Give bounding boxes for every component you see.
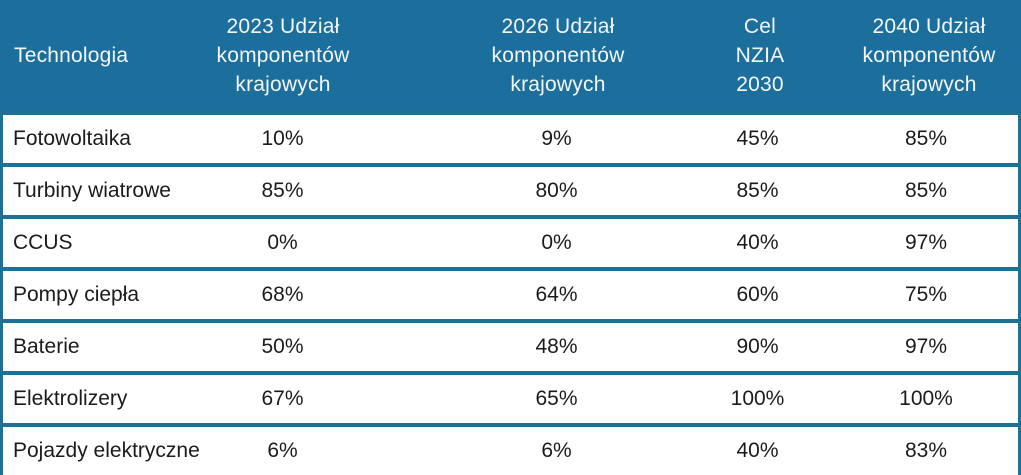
- table-row-fotowoltaika: Fotowoltaika 10% 9% 45% 85%: [3, 111, 1018, 163]
- value-2040: 100%: [899, 387, 953, 410]
- value-nzia-2030: 40%: [736, 439, 779, 462]
- technology-label: Baterie: [13, 335, 80, 358]
- value-2040: 75%: [904, 283, 948, 306]
- value-2026: 0%: [541, 231, 572, 254]
- value-nzia-2030: 100%: [730, 387, 785, 410]
- table-row-pompy-ciepla: Pompy ciepła 68% 64% 60% 75%: [3, 267, 1018, 319]
- value-2026: 48%: [535, 335, 578, 358]
- table-body: Fotowoltaika 10% 9% 45% 85% Turbiny wiat…: [0, 111, 1021, 475]
- header-cell-2023-share: 2023 Udział komponentów krajowych: [216, 15, 350, 96]
- value-nzia-2030: 45%: [736, 127, 779, 150]
- value-2023: 10%: [261, 127, 304, 150]
- table-row-elektrolizery: Elektrolizery 67% 65% 100% 100%: [3, 371, 1018, 423]
- value-2023: 68%: [261, 283, 304, 306]
- value-2023: 50%: [261, 335, 304, 358]
- technology-label: Pompy ciepła: [13, 283, 140, 306]
- value-nzia-2030: 60%: [736, 283, 779, 306]
- table-row-turbiny-wiatrowe: Turbiny wiatrowe 85% 80% 85% 85%: [3, 163, 1018, 215]
- technology-label: Pojazdy elektryczne: [13, 439, 200, 462]
- value-2026: 6%: [541, 439, 572, 462]
- value-nzia-2030: 90%: [736, 335, 779, 358]
- value-2026: 64%: [535, 283, 578, 306]
- value-nzia-2030: 40%: [736, 231, 779, 254]
- value-nzia-2030: 85%: [736, 179, 779, 202]
- table-row-baterie: Baterie 50% 48% 90% 97%: [3, 319, 1018, 371]
- value-2026: 80%: [535, 179, 578, 202]
- header-cell-2040-share: 2040 Udział komponentów krajowych: [862, 15, 996, 96]
- technology-label: Elektrolizery: [13, 387, 128, 410]
- value-2023: 67%: [261, 387, 304, 410]
- table-header-row: Technologia 2023 Udział komponentów kraj…: [0, 0, 1021, 111]
- value-2040: 97%: [904, 335, 948, 358]
- table-row-pojazdy-elektryczne: Pojazdy elektryczne 6% 6% 40% 83%: [3, 423, 1018, 475]
- value-2040: 97%: [904, 231, 948, 254]
- value-2023: 6%: [267, 439, 298, 462]
- value-2040: 83%: [904, 439, 948, 462]
- table-row-ccus: CCUS 0% 0% 40% 97%: [3, 215, 1018, 267]
- header-cell-2026-share: 2026 Udział komponentów krajowych: [491, 15, 625, 96]
- value-2023: 0%: [267, 231, 298, 254]
- technology-label: Fotowoltaika: [13, 127, 131, 150]
- value-2040: 85%: [904, 179, 948, 202]
- value-2026: 65%: [535, 387, 578, 410]
- value-2023: 85%: [261, 179, 304, 202]
- technology-label: CCUS: [13, 231, 73, 254]
- value-2026: 9%: [541, 127, 572, 150]
- header-cell-technologia: Technologia: [14, 44, 129, 67]
- header-cell-nzia-2030-target: Cel NZIA 2030: [735, 15, 785, 96]
- technology-label: Turbiny wiatrowe: [13, 179, 171, 202]
- value-2040: 85%: [904, 127, 948, 150]
